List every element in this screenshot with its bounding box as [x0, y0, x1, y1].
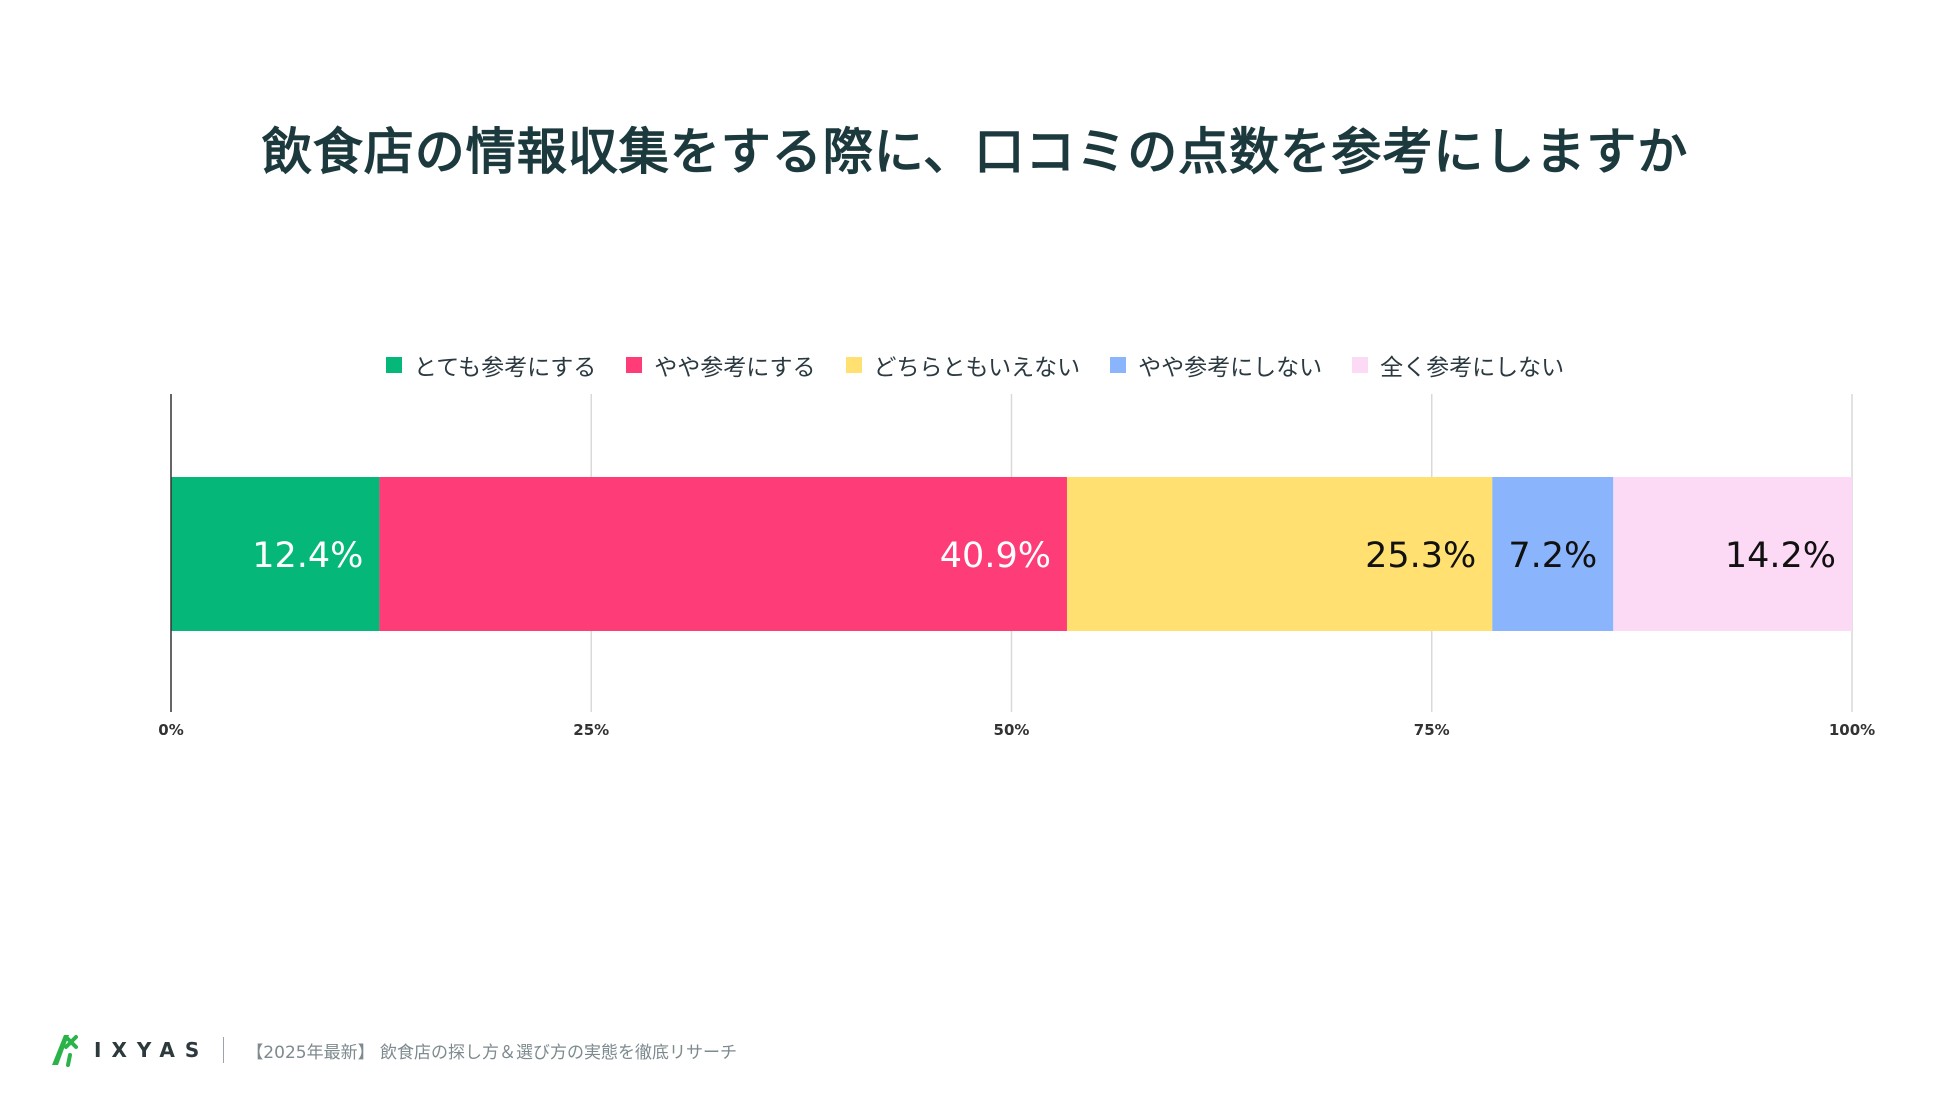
- legend-label: とても参考にする: [413, 355, 597, 381]
- legend-item-very-useful: とても参考にする: [385, 348, 597, 382]
- legend-label: やや参考にしない: [1138, 355, 1323, 381]
- legend-label: どちらともいえない: [873, 355, 1081, 381]
- data-label: 12.4%: [252, 536, 363, 576]
- bar-segment: [171, 477, 380, 631]
- bar-segment: [1613, 477, 1852, 631]
- data-label: 25.3%: [1365, 536, 1476, 576]
- data-label: 40.9%: [940, 536, 1051, 576]
- bar-segment: [1492, 477, 1614, 631]
- stacked-bar-chart: 12.4% 40.9% 25.3% 7.2% 14.2% 0% 25% 50% 75% 100%: [158, 394, 1875, 739]
- legend-swatch: [626, 357, 643, 373]
- legend-item-somewhat-not-useful: やや参考にしない: [1110, 348, 1322, 382]
- legend-swatch: [385, 357, 402, 373]
- legend-item-somewhat-useful: やや参考にする: [626, 348, 816, 382]
- data-label: 14.2%: [1725, 536, 1836, 576]
- x-tick-label: 25%: [573, 721, 609, 739]
- x-tick-label: 0%: [158, 721, 183, 739]
- data-label: 7.2%: [1508, 536, 1597, 576]
- footer: IXYAS 【2025年最新】 飲食店の探し方＆選び方の実態を徹底リサーチ: [50, 1030, 737, 1070]
- legend-swatch: [1110, 357, 1127, 373]
- x-tick-label: 75%: [1414, 721, 1450, 739]
- x-tick-label: 100%: [1829, 721, 1875, 739]
- legend: とても参考にする やや参考にする どちらともいえない やや参考にしない 全く参考…: [0, 348, 1950, 382]
- legend-item-not-useful: 全く参考にしない: [1352, 348, 1564, 382]
- legend-swatch: [1352, 357, 1369, 373]
- legend-item-neutral: どちらともいえない: [845, 348, 1081, 382]
- brand-mark-icon: [52, 1035, 78, 1067]
- bar-segment: [1066, 477, 1493, 631]
- legend-label: 全く参考にしない: [1380, 355, 1565, 381]
- footer-divider: [223, 1037, 225, 1063]
- bar-segment: [379, 477, 1067, 631]
- brand-name: IXYAS: [94, 1038, 210, 1062]
- chart-title: 飲食店の情報収集をする際に、口コミの点数を参考にしますか: [261, 123, 1689, 181]
- x-tick-label: 50%: [994, 721, 1030, 739]
- footer-note: 【2025年最新】 飲食店の探し方＆選び方の実態を徹底リサーチ: [246, 1042, 737, 1063]
- brand-logo: IXYAS: [50, 1033, 209, 1067]
- legend-swatch: [845, 357, 862, 373]
- legend-label: やや参考にする: [654, 355, 816, 381]
